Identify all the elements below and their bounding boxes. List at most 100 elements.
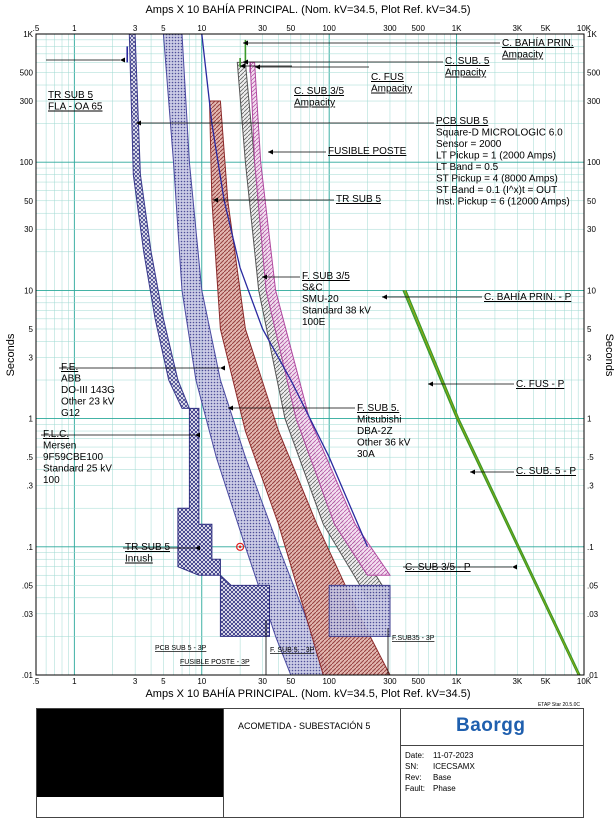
fault-value: Phase [433, 784, 456, 793]
annotation-line: ST Pickup = 4 (8000 Amps) [436, 174, 558, 185]
annotation-line: DBA-2Z [357, 426, 393, 437]
x-tick-label: 1 [72, 24, 77, 33]
annotation-arrow [220, 365, 225, 371]
annotation-line: ABB [61, 374, 81, 385]
annotation-line: Other 23 kV [61, 397, 115, 408]
line-c-bah-a-prin-p [402, 290, 579, 676]
x-tick-label: 300 [383, 677, 397, 686]
x-tick-label: 30 [258, 677, 267, 686]
annotation-arrow [213, 197, 218, 203]
small-label-s-fusible: FUSIBLE POSTE - 3P [180, 659, 250, 666]
annotation-line: Other 36 kV [357, 438, 411, 449]
annotation-arrow [255, 64, 260, 70]
sn-label: SN: [405, 762, 419, 771]
annotation-arrow [428, 381, 433, 387]
redacted-area [37, 709, 223, 797]
annotation-arrow [243, 40, 248, 46]
annotation-line: FLA - OA 65 [48, 102, 103, 113]
x-tick-label: 1K [452, 677, 462, 686]
band-pcb-sub-5 [328, 584, 391, 637]
x-tick-label: 10 [197, 677, 206, 686]
y-tick-label: .01 [22, 671, 34, 680]
line-c-sub-3-5-p [405, 290, 581, 676]
company-logo: Baorgg [456, 715, 526, 736]
annotation-line: C. SUB 3/5 - P [405, 562, 471, 573]
annotation-line: DO-III 143G [61, 385, 115, 396]
date-row: Date: 11-07-2023 [405, 751, 473, 760]
x-tick-label: 5 [161, 677, 166, 686]
annotation-line: C. SUB 3/5 [294, 86, 344, 97]
title-block-middle: ACOMETIDA - SUBESTACIÓN 5 [223, 709, 400, 817]
annotation-line: C. SUB. 5 - P [516, 466, 576, 477]
annotation-line: Inrush [125, 554, 153, 565]
y-tick-label: 500 [587, 69, 601, 78]
annotation-line: LT Band = 0.5 [436, 162, 499, 173]
x-tick-label: 3K [512, 24, 522, 33]
x-tick-labels-top: .5 1 3 5 10 30 50 100 300 500 1K 3K 5K 10K [33, 24, 592, 33]
annotation-arrow [470, 469, 475, 475]
y-tick-label: 50 [587, 197, 596, 206]
annotation-line: Ampacity [445, 68, 486, 79]
annotation-line: Inst. Pickup = 6 (12000 Amps) [436, 197, 570, 208]
annotation-cbahia-p: C. BAHÍA PRIN. - P [382, 290, 572, 303]
annotation-arrow [195, 432, 200, 438]
y-tick-label: 30 [587, 225, 596, 234]
x-tick-labels-bottom: .5 1 3 5 10 30 50 100 300 500 1K 3K 5K 10K [33, 677, 592, 686]
annotation-tr-sub5: TR SUB 5 [213, 194, 381, 205]
y-tick-label: 100 [587, 158, 601, 167]
annotation-line: 100 [43, 475, 60, 486]
x-tick-label: .5 [33, 24, 40, 33]
annotation-line: PCB SUB 5 [436, 116, 489, 127]
annotation-line: G12 [61, 408, 80, 419]
y-tick-label: .3 [587, 482, 594, 491]
x-tick-label: .5 [33, 677, 40, 686]
flc-step-shape [177, 407, 270, 637]
annotation-fusible: FUSIBLE POSTE [268, 146, 407, 157]
annotation-line: F. SUB 5. [357, 403, 399, 414]
x-tick-label: 10K [577, 24, 592, 33]
band-c-fus [249, 61, 391, 576]
annotation-line: FUSIBLE POSTE [328, 146, 407, 157]
annotation-line: SMU-20 [302, 294, 339, 305]
y-tick-label: 1K [587, 30, 597, 39]
tcc-chart: Amps X 10 BAHÍA PRINCIPAL. (Nom. kV=34.5… [5, 3, 615, 700]
annotation-line: 30A [357, 449, 375, 460]
annotation-line: Ampacity [371, 84, 412, 95]
y-tick-labels-left: 1K 500 300 100 50 30 10 5 3 1 .5 .3 .1 .05 .03 .01 [20, 30, 34, 680]
line-tr-sub-5 [201, 33, 369, 548]
y-tick-label: 50 [24, 197, 33, 206]
y-tick-label: 1 [587, 415, 592, 424]
y-tick-label: 300 [587, 97, 601, 106]
x-tick-label: 100 [322, 24, 336, 33]
x-tick-label: 5 [161, 24, 166, 33]
annotation-line: Ampacity [294, 98, 335, 109]
flc-step-region [177, 407, 270, 637]
inrush-marker-dot [238, 545, 242, 549]
rev-value: Base [433, 773, 452, 782]
curve-lines [126, 33, 581, 676]
x-tick-label: 500 [412, 677, 426, 686]
annotation-csub5-p: C. SUB. 5 - P [470, 466, 576, 477]
annotation-arrow [228, 405, 233, 411]
annotation-arrow [262, 274, 267, 280]
x-tick-label: 5K [541, 677, 551, 686]
y-axis-label-right: Seconds [603, 334, 615, 377]
y-tick-label: 10 [587, 286, 596, 295]
date-label: Date: [405, 751, 425, 760]
annotation-line: TR SUB 5 [48, 90, 93, 101]
annotation-line: Sensor = 2000 [436, 139, 502, 150]
x-tick-label: 50 [286, 24, 295, 33]
y-tick-label: 3 [587, 353, 592, 362]
x-tick-label: 30 [258, 24, 267, 33]
y-tick-label: 5 [587, 325, 592, 334]
small-label-s-sub: F.SUB35 - 3P [392, 635, 435, 642]
y-tick-label: 3 [29, 353, 34, 362]
annotation-line: TR SUB 5 [336, 194, 381, 205]
